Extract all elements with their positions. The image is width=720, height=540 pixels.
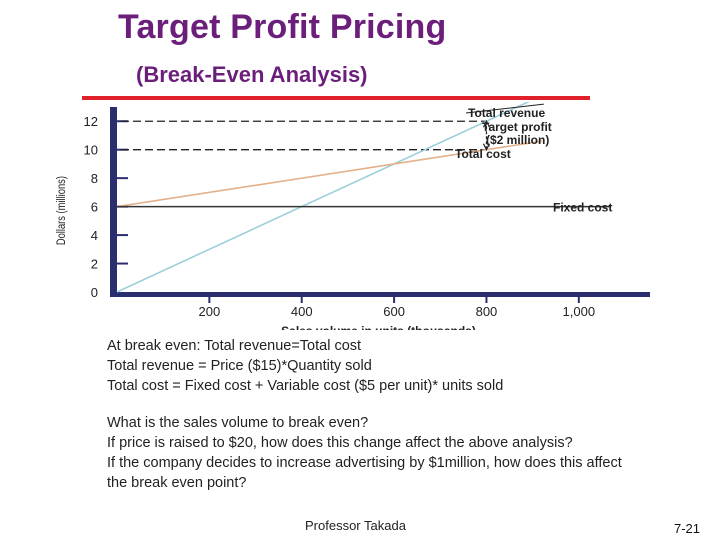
y-tick-label: 2 [91, 257, 98, 272]
y-axis [110, 107, 117, 296]
notes-questions: What is the sales volume to break even? … [107, 413, 622, 493]
title-underline [82, 96, 590, 100]
note-line: Total revenue = Price ($15)*Quantity sol… [107, 358, 372, 374]
footer-author: Professor Takada [305, 518, 406, 533]
y-tick-label: 10 [84, 143, 98, 158]
slide-title: Target Profit Pricing [118, 8, 447, 46]
series-label-fixed-cost: Fixed cost [553, 201, 612, 215]
annotation-target-profit: Target profit [482, 120, 552, 134]
x-axis [110, 292, 650, 297]
x-tick-label: 1,000 [563, 304, 596, 319]
y-axis-label: Dollars (millions) [55, 176, 68, 245]
slide-subtitle: (Break-Even Analysis) [136, 62, 368, 87]
y-tick-label: 4 [91, 228, 98, 243]
series-line-total-cost [116, 140, 542, 208]
break-even-chart: 0 2 4 6 8 10 12 200 400 600 800 1,000 Sales volume i… [55, 102, 650, 330]
y-tick-label: 6 [91, 200, 98, 215]
page-number: 7-21 [674, 521, 701, 536]
arrow-down-icon [482, 143, 490, 152]
question-line: If the company decides to increase adver… [107, 455, 622, 471]
y-tick-label: 0 [91, 285, 98, 300]
series-label-total-cost: Total cost [455, 147, 511, 161]
x-tick-label: 600 [383, 304, 405, 319]
notes-break-even-formula: At break even: Total revenue=Total cost … [107, 336, 503, 396]
x-tick-label: 200 [199, 304, 221, 319]
arrow-up-icon [482, 119, 490, 128]
y-tick-label: 8 [91, 171, 98, 186]
x-tick-label: 400 [291, 304, 313, 319]
annotation-target-profit-amount: ($2 million) [486, 133, 549, 147]
y-tick-label: 12 [84, 114, 98, 129]
series-label-total-revenue: Total revenue [468, 106, 545, 120]
note-line: Total cost = Fixed cost + Variable cost … [107, 378, 504, 394]
question-line: What is the sales volume to break even? [107, 415, 369, 431]
note-line: At break even: Total revenue=Total cost [107, 338, 362, 354]
series-line-total-revenue [116, 102, 530, 293]
x-axis-label: Sales volume in units (thousands) [281, 324, 476, 330]
question-line: the break even point? [107, 475, 247, 491]
question-line: If price is raised to $20, how does this… [107, 435, 573, 451]
x-tick-label: 800 [476, 304, 498, 319]
label-leader [465, 103, 544, 114]
